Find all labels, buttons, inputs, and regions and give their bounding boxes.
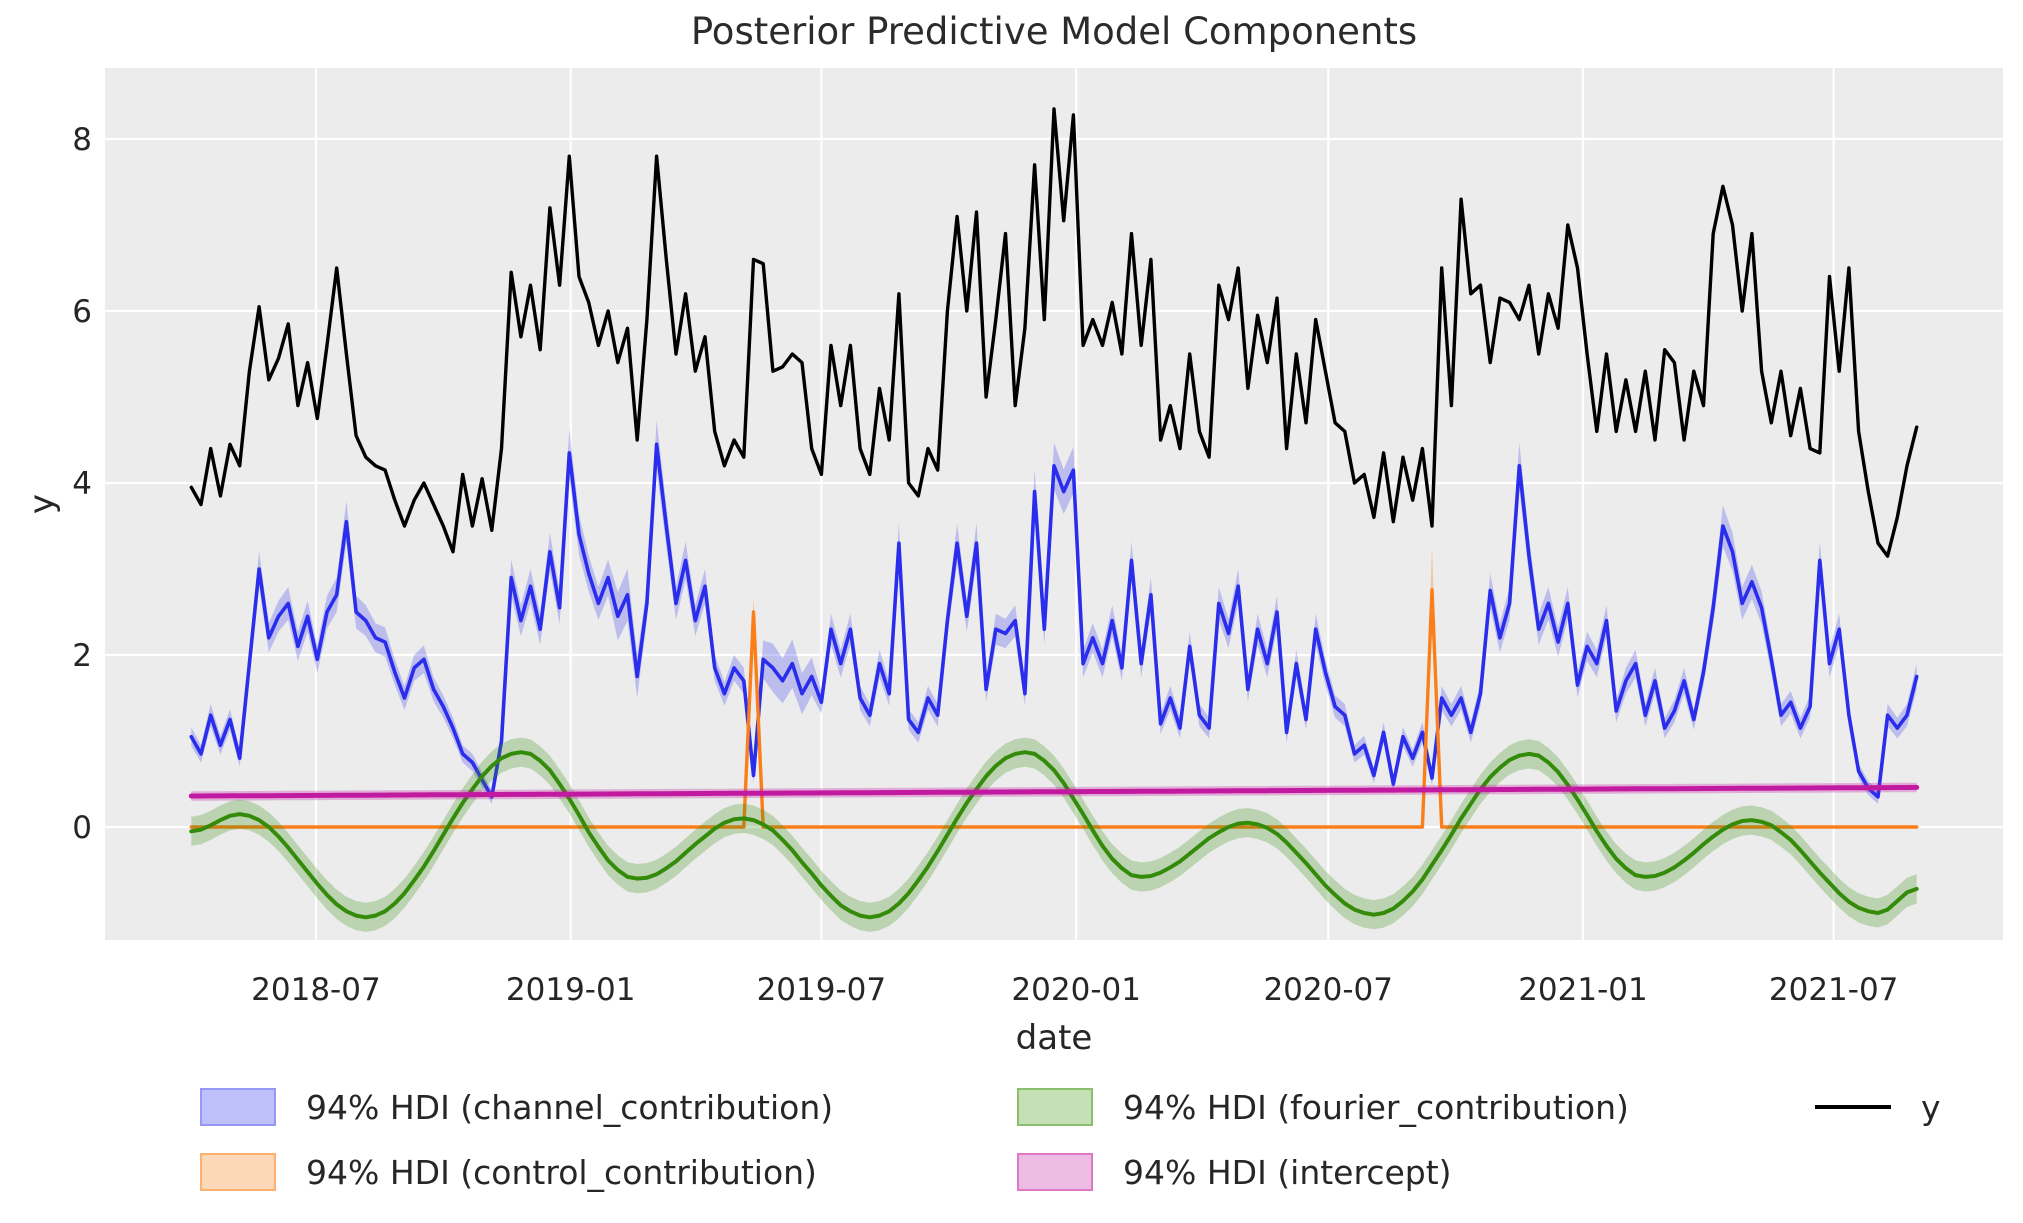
plot-area	[105, 68, 2003, 940]
x-tick-label: 2020-01	[1011, 972, 1141, 1008]
y-tick-label: 0	[72, 810, 92, 846]
x-tick-label: 2021-01	[1518, 972, 1648, 1008]
series-line-hdi-control-contribution	[189, 588, 1919, 829]
series-line-y	[189, 107, 1919, 558]
y-tick-label: 8	[72, 122, 92, 158]
x-tick-label: 2021-07	[1769, 972, 1899, 1008]
series-line-hdi-intercept	[188, 784, 1920, 799]
x-tick-label: 2020-07	[1263, 972, 1393, 1008]
y-axis-label: y	[22, 493, 62, 515]
y-tick-label: 6	[72, 294, 92, 330]
y-tick-label: 4	[72, 466, 92, 502]
chart-title: Posterior Predictive Model Components	[690, 10, 1418, 53]
series-line-hdi-fourier-contribution	[189, 750, 1919, 920]
series-line-hdi-channel-contribution	[189, 442, 1919, 799]
x-tick-label: 2018-07	[251, 972, 381, 1008]
y-tick-label: 2	[72, 638, 92, 674]
x-tick-label: 2019-07	[757, 972, 887, 1008]
x-tick-label: 2019-01	[506, 972, 636, 1008]
x-axis-label: date	[1015, 1018, 1093, 1058]
